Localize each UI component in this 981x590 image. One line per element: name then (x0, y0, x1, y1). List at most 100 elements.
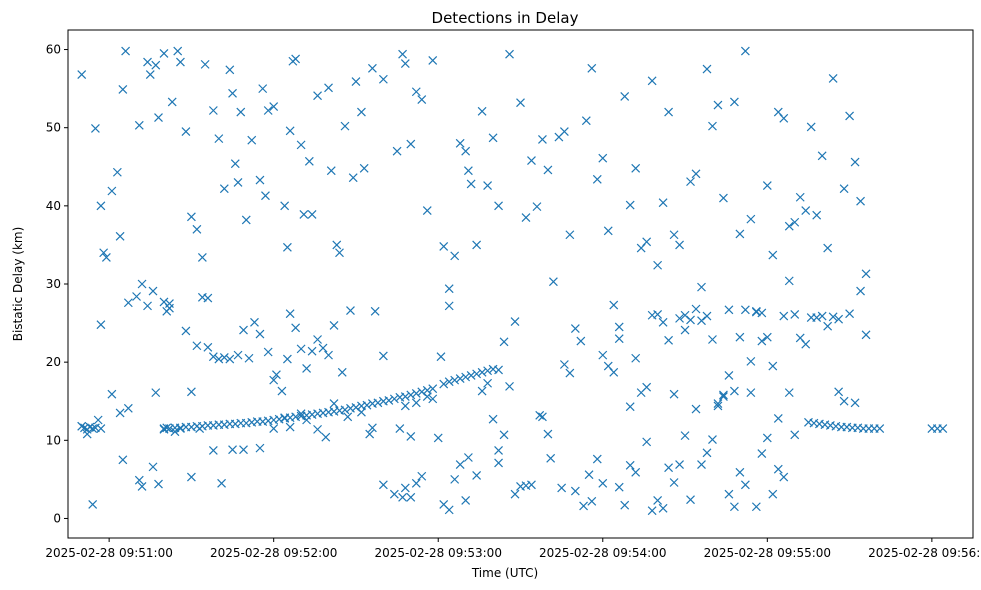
data-point (154, 479, 163, 489)
data-point (241, 215, 251, 225)
data-point (239, 325, 248, 335)
data-point (197, 253, 207, 262)
data-point (557, 483, 567, 493)
data-point (250, 317, 259, 327)
data-point (653, 310, 663, 319)
data-point (255, 443, 265, 453)
data-point (417, 95, 427, 104)
data-point (510, 489, 520, 499)
data-point (773, 414, 783, 423)
data-point (271, 370, 281, 380)
data-point (779, 113, 789, 123)
data-point (559, 127, 569, 137)
data-point (762, 332, 772, 342)
data-point (176, 424, 185, 434)
data-point (162, 423, 172, 433)
data-point (631, 467, 641, 477)
x-tick-label: 2025-02-28 09:55:00 (704, 546, 831, 560)
data-point (669, 230, 679, 240)
data-point (527, 480, 536, 490)
data-point (631, 163, 641, 173)
x-tick-label: 2025-02-28 09:53:00 (375, 546, 502, 560)
data-point (217, 478, 227, 488)
data-point (669, 389, 679, 399)
data-point (285, 126, 295, 136)
data-point (340, 121, 350, 131)
data-point (346, 306, 355, 315)
data-point (875, 424, 885, 434)
data-point (768, 361, 778, 371)
data-point (176, 57, 185, 67)
x-axis-label: Time (UTC) (471, 566, 538, 580)
data-point (134, 120, 144, 130)
data-point (115, 231, 125, 241)
data-point (546, 453, 556, 463)
data-point (378, 74, 388, 84)
data-point (269, 375, 279, 385)
data-point (664, 107, 674, 117)
data-point (784, 276, 794, 286)
data-point (255, 329, 265, 339)
data-point (239, 445, 248, 455)
data-point (735, 467, 745, 477)
data-point (444, 284, 454, 294)
data-point (625, 200, 635, 210)
data-point (444, 377, 454, 387)
data-point (398, 492, 408, 502)
data-point (351, 77, 361, 87)
data-point (740, 480, 750, 490)
data-point (828, 74, 838, 83)
data-point (675, 240, 684, 250)
data-point (406, 390, 416, 400)
data-point (167, 97, 177, 107)
data-point (708, 335, 717, 344)
data-point (614, 322, 624, 332)
data-point (197, 292, 207, 302)
data-point (584, 470, 594, 480)
data-point (82, 429, 92, 439)
data-point (483, 181, 493, 190)
data-point (702, 448, 712, 458)
data-point (112, 167, 122, 177)
data-point (516, 98, 525, 108)
y-tick-label: 0 (53, 511, 61, 525)
data-point (779, 311, 789, 321)
data-point (592, 454, 602, 464)
data-point (90, 124, 100, 133)
data-point (548, 277, 558, 287)
data-point (647, 506, 657, 516)
data-point (337, 367, 347, 377)
data-point (411, 87, 421, 97)
data-point (159, 424, 169, 434)
data-point (96, 424, 106, 434)
data-point (740, 305, 750, 315)
data-point (494, 458, 503, 468)
data-point (861, 269, 871, 279)
data-point (159, 49, 169, 58)
data-point (165, 303, 174, 313)
data-point (398, 49, 408, 59)
data-point (461, 146, 471, 156)
data-point (768, 250, 778, 260)
data-point (88, 499, 98, 509)
data-point (839, 184, 849, 194)
data-point (123, 403, 133, 413)
data-point (702, 64, 712, 74)
data-point (697, 460, 706, 469)
data-point (455, 460, 465, 469)
data-point (817, 311, 827, 321)
data-point (658, 198, 668, 208)
data-point (282, 354, 292, 364)
data-point (186, 387, 196, 397)
data-point (450, 251, 460, 261)
data-point (790, 217, 800, 227)
data-point (296, 140, 306, 150)
data-point (444, 301, 454, 311)
data-point (134, 475, 144, 485)
data-point (324, 83, 333, 93)
data-point (439, 242, 449, 251)
data-point (713, 100, 723, 110)
data-point (768, 489, 778, 499)
data-point (653, 496, 663, 505)
